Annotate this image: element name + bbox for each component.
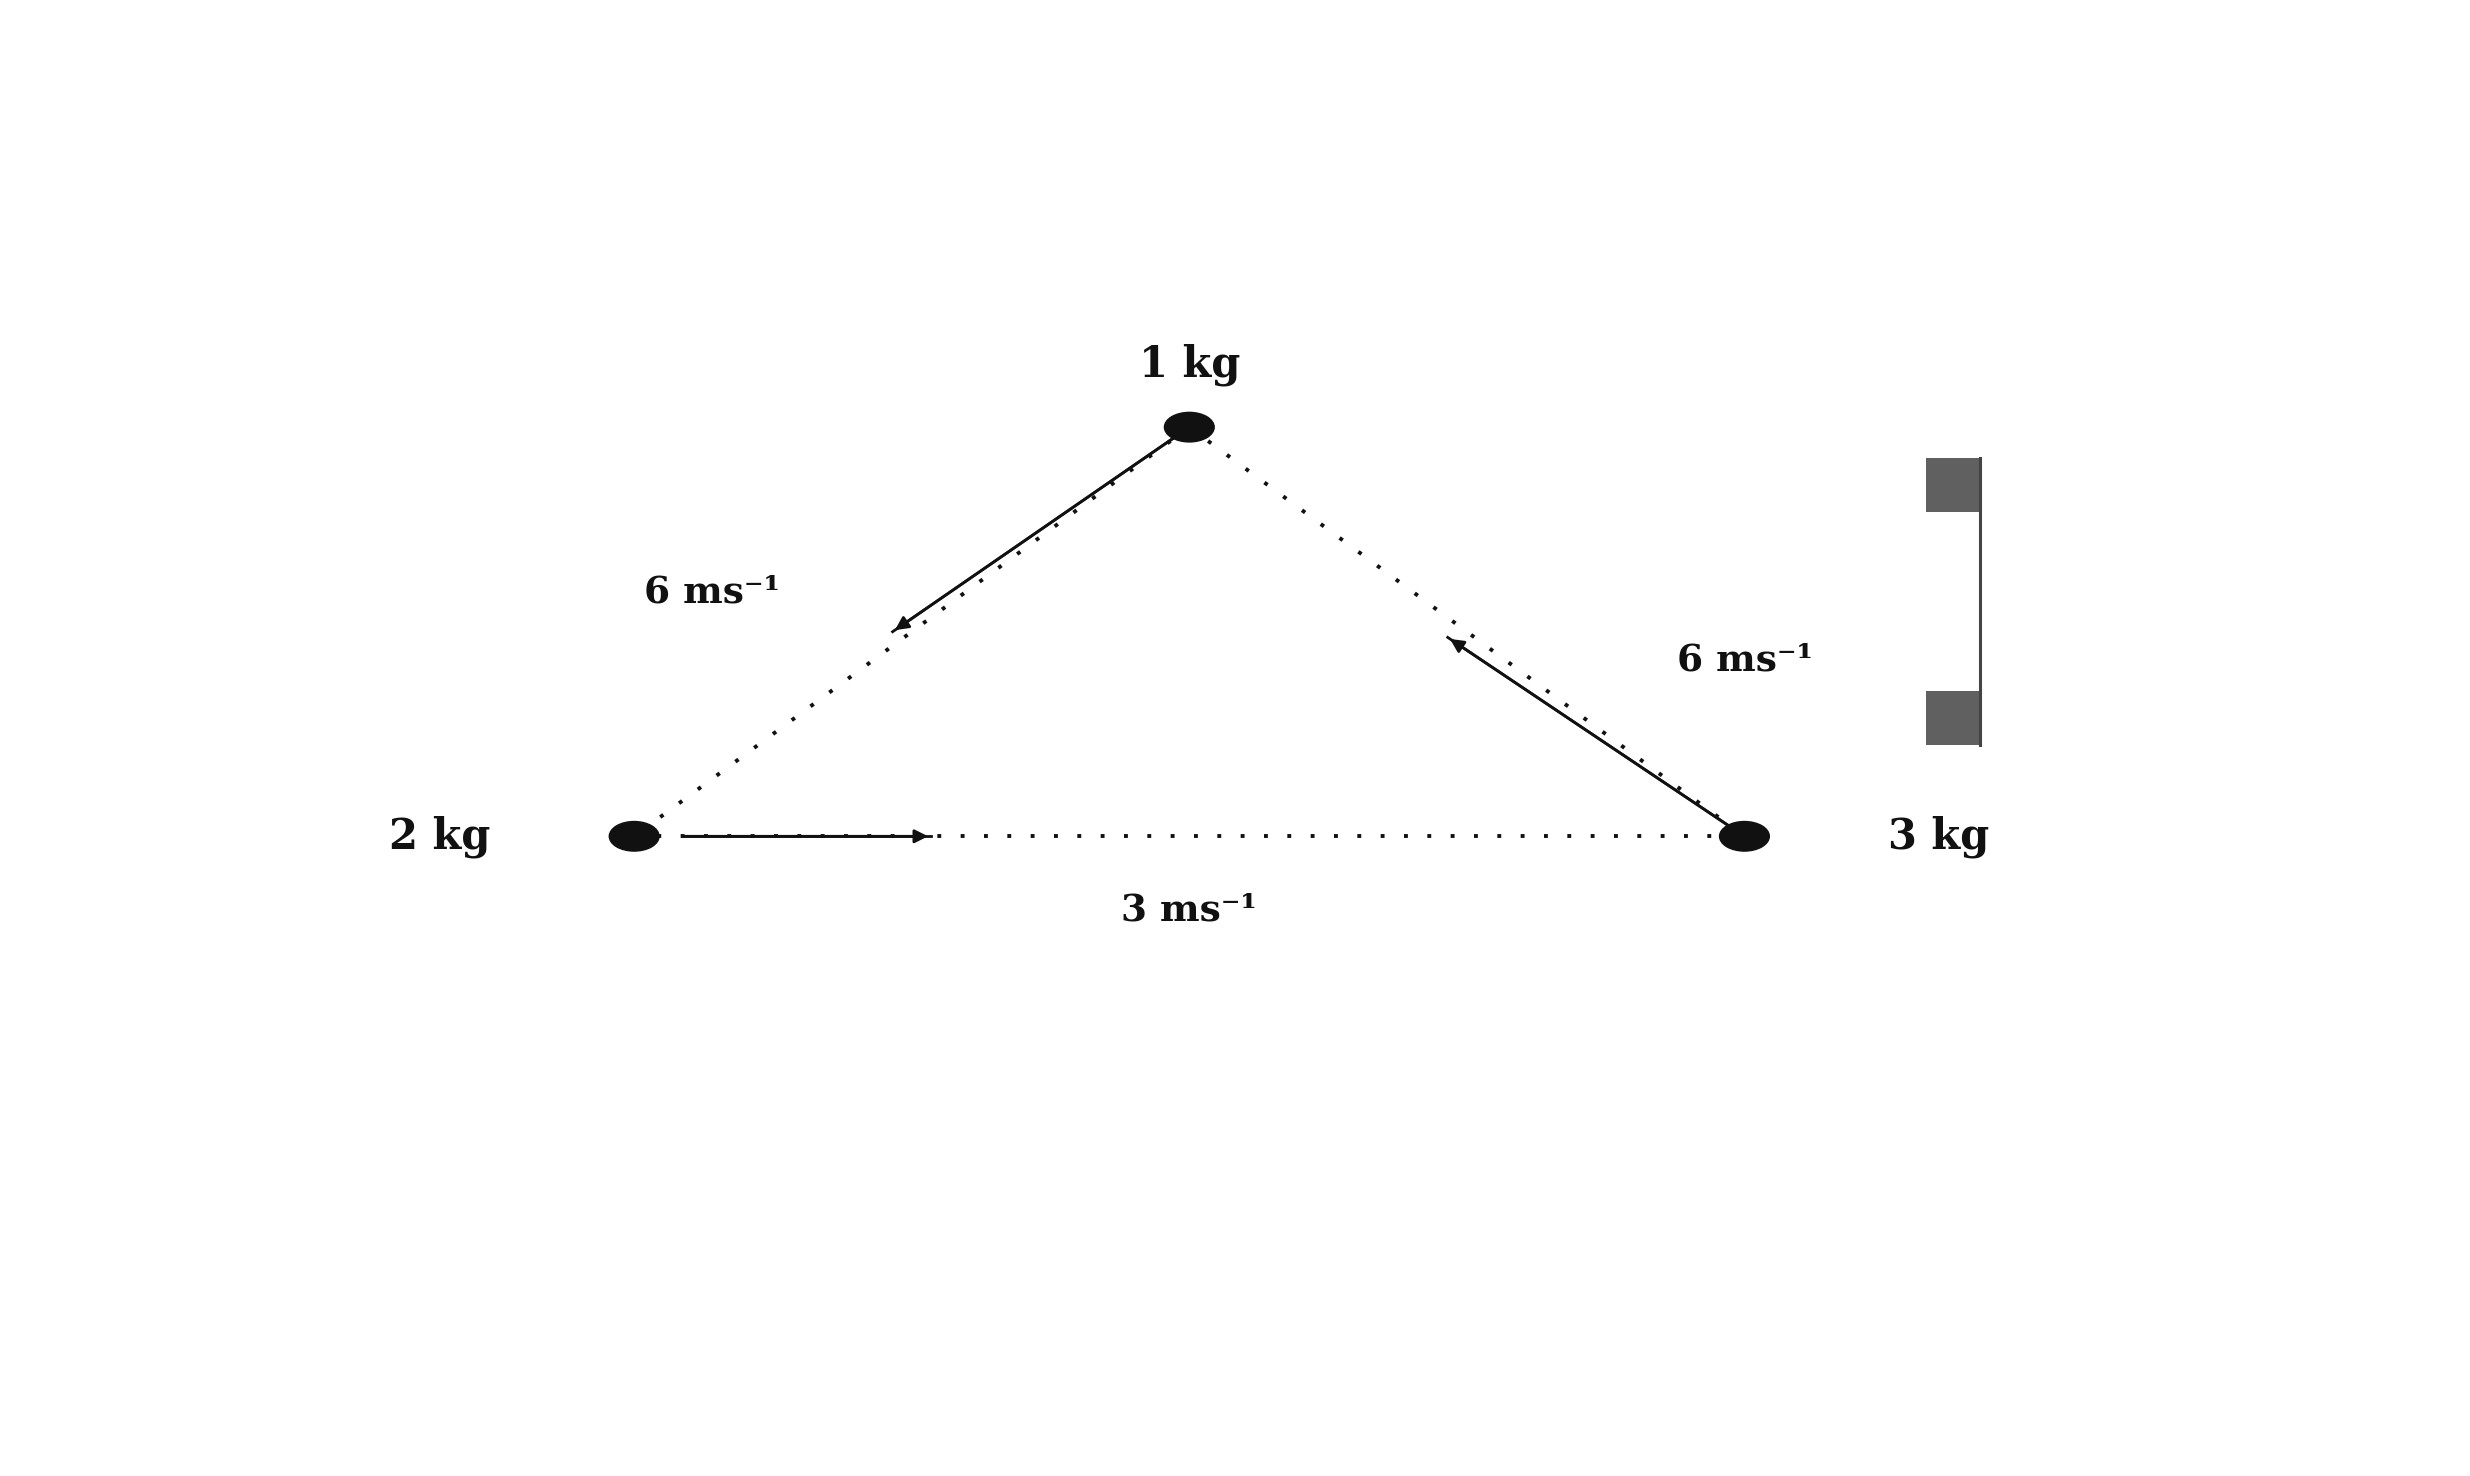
Circle shape: [610, 822, 659, 852]
Text: 1 kg: 1 kg: [1139, 344, 1240, 385]
Text: 6 ms⁻¹: 6 ms⁻¹: [1677, 642, 1813, 679]
Bar: [1927, 458, 1981, 512]
Circle shape: [1163, 412, 1215, 441]
Circle shape: [1719, 822, 1769, 852]
Text: 6 ms⁻¹: 6 ms⁻¹: [645, 574, 781, 611]
Text: 2 kg: 2 kg: [390, 815, 492, 858]
Text: 3 ms⁻¹: 3 ms⁻¹: [1121, 892, 1257, 928]
Bar: [1927, 691, 1981, 745]
Text: 3 kg: 3 kg: [1887, 815, 1988, 858]
